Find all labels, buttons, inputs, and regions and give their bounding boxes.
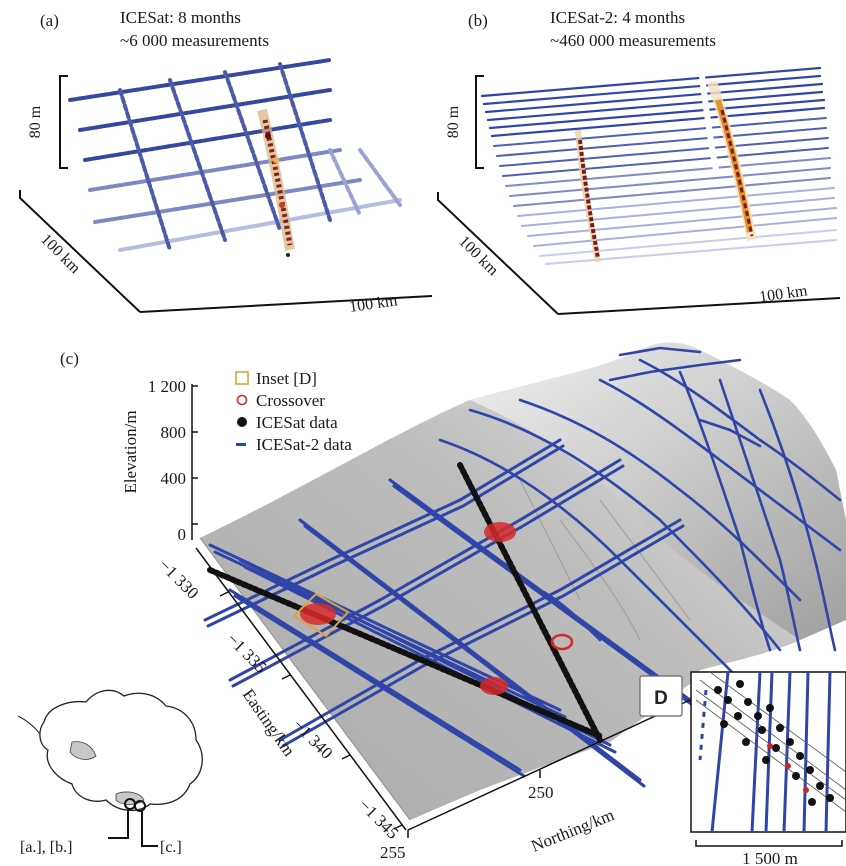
legend-crossover-label: Crossover — [256, 391, 325, 410]
inset-scale-bar — [695, 840, 843, 847]
elevation-axis-title: Elevation/m — [121, 410, 140, 493]
legend: Inset [D] Crossover ICESat data ICESat-2… — [235, 369, 352, 454]
antarctica-outline — [39, 689, 203, 811]
elevation-tick-400: 400 — [161, 469, 187, 488]
panel-c-label: (c) — [60, 349, 79, 368]
inset-d: D 1 500 m — [639, 671, 846, 866]
panel-a-title-line1: ICESat: 8 months — [120, 8, 241, 27]
panel-b-dense-tracks — [480, 66, 837, 265]
panel-a-box-axes — [19, 190, 433, 313]
panel-a-track-grid — [68, 58, 402, 252]
panel-a-label: (a) — [40, 11, 59, 30]
panel-a-title-line2: ~6 000 measurements — [120, 31, 269, 50]
panel-b-vertical-scale-bar — [475, 75, 484, 169]
panel-b-title-line2: ~460 000 measurements — [550, 31, 716, 50]
inset-d-marker — [292, 592, 350, 638]
antarctica-locator-map: [a.], [b.] [c.] — [17, 689, 203, 856]
panel-b-vertical-scale-label: 80 m — [445, 105, 462, 138]
inset-d-badge — [639, 675, 683, 717]
northing-axis-title: Northing/km — [528, 805, 617, 856]
peninsula — [17, 715, 41, 735]
elevation-tick-1200: 1 200 — [148, 377, 186, 396]
panel-a-trough — [257, 108, 295, 257]
panel-b-troughs — [575, 59, 757, 263]
elevation-tick-800: 800 — [161, 423, 187, 442]
panel-b-box-axes — [437, 192, 841, 315]
panel-a-horizontal-scale-label: 100 km — [348, 292, 399, 316]
crossovers — [300, 522, 574, 695]
elevation-tick-0: 0 — [178, 525, 187, 544]
northing-tick-255: 255 — [380, 843, 406, 862]
legend-crossover-icon — [236, 394, 248, 406]
easting-tick-1345: −1 345 — [355, 795, 402, 842]
legend-inset-label: Inset [D] — [256, 369, 317, 388]
easting-tick-1330: −1 330 — [155, 555, 202, 602]
inset-scale-label: 1 500 m — [742, 849, 798, 866]
icesat2-tracks — [203, 346, 842, 788]
panel-a-vertical-scale-bar — [59, 75, 68, 169]
icesat-tracks — [207, 462, 603, 743]
panel-a-vertical-scale-label: 80 m — [27, 105, 44, 138]
location-marker-c — [134, 800, 146, 812]
legend-icesat-label: ICESat data — [256, 413, 338, 432]
legend-icesat2-label: ICESat-2 data — [256, 435, 352, 454]
map-label-ab: [a.], [b.] — [20, 839, 72, 856]
ross-ice-shelf — [69, 741, 97, 760]
panel-b-title-line1: ICESat-2: 4 months — [550, 8, 685, 27]
inset-d-label: D — [654, 688, 668, 709]
legend-icesat2-icon — [236, 443, 246, 446]
panel-b-label: (b) — [468, 11, 488, 30]
legend-icesat-icon — [237, 417, 247, 427]
elevation-axis: 1 200 800 400 0 Elevation/m — [121, 377, 198, 544]
map-label-c: [c.] — [160, 839, 182, 856]
easting-axis-title: Easting/km — [239, 685, 299, 759]
panel-a: (a) ICESat: 8 months ~6 000 measurements… — [19, 8, 433, 316]
panel-b: (b) ICESat-2: 4 months ~460 000 measurem… — [437, 8, 841, 315]
panel-c: (c) — [60, 342, 846, 866]
northing-tick-250: 250 — [528, 783, 554, 802]
legend-inset-icon — [235, 371, 249, 385]
panel-b-horizontal-scale-label: 100 km — [758, 282, 809, 306]
